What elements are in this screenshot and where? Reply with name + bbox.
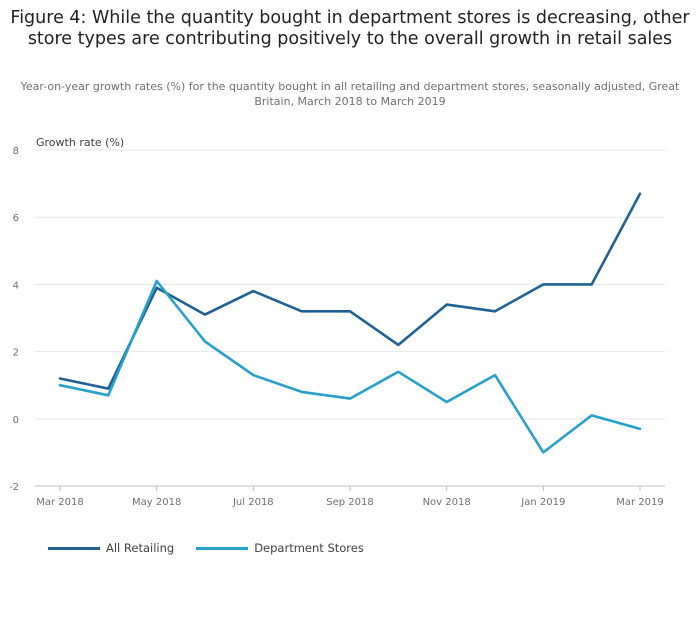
y-tick-label-0: 0	[13, 415, 19, 426]
legend-label-department-stores: Department Stores	[254, 541, 364, 555]
x-tick-label-10: Jan 2019	[520, 497, 565, 508]
y-tick-label-4: 4	[13, 280, 19, 291]
y-tick-label-8: 8	[13, 146, 19, 157]
x-tick-label-0: Mar 2018	[36, 497, 84, 508]
series-lines	[58, 192, 642, 454]
legend-swatch-all-retailing	[48, 546, 100, 550]
series-line-department-stores	[58, 279, 642, 454]
x-tick-label-8: Nov 2018	[423, 497, 471, 508]
x-tick-label-2: May 2018	[132, 497, 181, 508]
chart-subtitle: Year-on-year growth rates (%) for the qu…	[20, 80, 680, 108]
series-line-all-retailing	[58, 192, 642, 390]
chart-title: Figure 4: While the quantity bought in d…	[10, 8, 690, 49]
grid-lines	[35, 149, 665, 487]
y-tick-label-6: 6	[13, 213, 19, 224]
legend-label-all-retailing: All Retailing	[106, 541, 175, 555]
legend-item-all-retailing[interactable]: All Retailing	[48, 541, 174, 555]
axes: -2 0 2 4 6 8 Mar 2018 May 2018 Jul 2018 Sep 2018 N…	[9, 146, 665, 508]
y-tick-label-2: 2	[13, 348, 19, 359]
x-tick-label-12: Mar 2019	[616, 497, 664, 508]
legend-swatch-department-stores	[196, 546, 249, 550]
y-axis-label: Growth rate (%)	[36, 136, 124, 149]
y-tick-label--2: -2	[9, 482, 19, 493]
legend: All Retailing Department Stores	[48, 541, 364, 555]
x-tick-label-6: Sep 2018	[326, 497, 373, 508]
legend-item-department-stores[interactable]: Department Stores	[196, 541, 364, 555]
x-tick-label-4: Jul 2018	[232, 497, 274, 508]
